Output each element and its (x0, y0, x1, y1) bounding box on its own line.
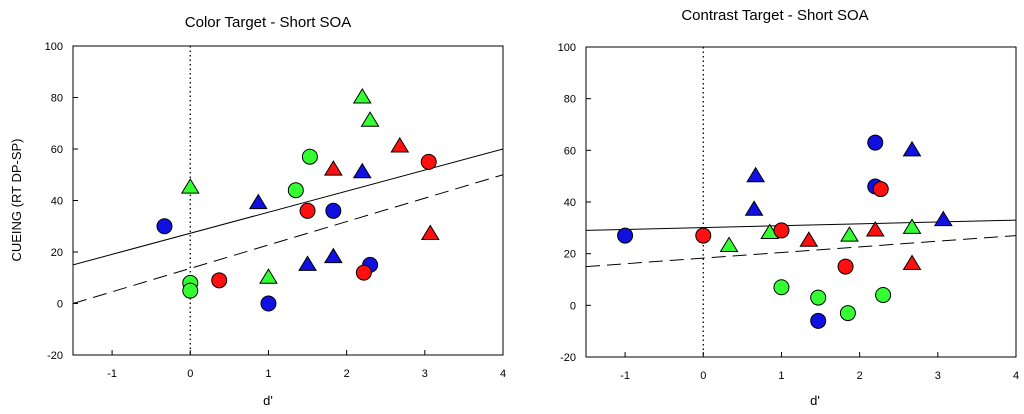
data-point-triangle-red (390, 136, 410, 153)
x-tick-label: 1 (778, 370, 784, 382)
data-point-triangle-red (420, 224, 440, 240)
contrast-target-chart: Contrast Target - Short SOA d' -20020406… (558, 7, 1019, 408)
chart-title: Color Target - Short SOA (185, 14, 351, 31)
x-tick-label: 3 (422, 368, 428, 380)
y-tick-label: 0 (57, 299, 63, 311)
data-point-circle-green (182, 282, 199, 299)
y-tick-label: -20 (560, 352, 576, 364)
x-tick-label: 0 (700, 370, 706, 382)
x-tick-label: -1 (107, 368, 117, 380)
x-axis-label: d' (810, 393, 820, 408)
data-point-triangle-red (902, 254, 922, 271)
data-point-triangle-blue (298, 255, 317, 271)
data-point-triangle-green (352, 88, 372, 104)
data-point-circle-blue (156, 218, 173, 235)
data-point-circle-green (839, 305, 856, 322)
data-point-circle-blue (867, 134, 884, 151)
data-point-circle-green (301, 148, 318, 165)
dashed-fit-line (73, 174, 503, 304)
data-point-circle-blue (810, 312, 827, 329)
data-point-triangle-red (323, 160, 343, 176)
y-tick-label: 40 (51, 196, 63, 208)
data-point-circle-red (872, 181, 889, 198)
data-point-triangle-green (360, 111, 380, 127)
chart-title: Contrast Target - Short SOA (681, 7, 868, 24)
x-tick-label: 4 (1013, 370, 1019, 382)
color-target-chart: Color Target - Short SOA CUEING (RT DP-S… (9, 14, 506, 408)
data-point-circle-red (695, 227, 712, 244)
y-tick-label: 100 (45, 41, 63, 53)
x-axis-label: d' (263, 393, 273, 408)
data-point-triangle-red (865, 220, 885, 237)
data-point-circle-red (773, 222, 790, 239)
data-point-circle-blue (260, 295, 277, 312)
data-point-circle-red (837, 258, 854, 275)
x-tick-label: 1 (265, 368, 271, 380)
data-point-circle-red (420, 153, 437, 170)
x-tick-label: 0 (187, 368, 193, 380)
data-point-circle-blue (325, 202, 342, 219)
data-point-triangle-blue (933, 210, 953, 227)
data-point-circle-red (211, 272, 228, 289)
data-point-circle-red (299, 202, 316, 219)
data-point-triangle-green (840, 226, 859, 242)
x-tick-label: -1 (620, 370, 630, 382)
y-tick-label: 60 (51, 144, 63, 156)
data-point-triangle-blue (248, 193, 268, 210)
data-point-circle-green (773, 279, 790, 296)
data-point-circle-green (287, 182, 304, 199)
y-tick-label: 80 (51, 93, 63, 105)
data-point-triangle-green (259, 268, 278, 284)
data-point-triangle-green (902, 218, 922, 234)
x-tick-label: 2 (344, 368, 350, 380)
y-axis-label: CUEING (RT DP-SP) (9, 138, 24, 261)
y-tick-label: 60 (564, 145, 576, 157)
y-tick-label: -20 (47, 350, 63, 362)
data-point-triangle-blue (902, 140, 922, 157)
x-tick-label: 4 (500, 368, 506, 380)
data-point-circle-blue (617, 227, 634, 244)
data-point-triangle-blue (744, 200, 764, 216)
y-tick-label: 0 (570, 300, 576, 312)
x-tick-label: 3 (935, 370, 941, 382)
y-tick-label: 20 (51, 247, 63, 259)
data-point-triangle-red (799, 231, 819, 247)
dashed-fit-line (586, 235, 1016, 268)
y-tick-label: 40 (564, 197, 576, 209)
data-point-circle-red (355, 264, 372, 281)
data-point-circle-green (810, 289, 827, 306)
x-tick-label: 2 (857, 370, 863, 382)
data-point-circle-green (875, 287, 892, 303)
y-tick-label: 80 (564, 94, 576, 106)
data-point-triangle-green (719, 236, 739, 252)
y-tick-label: 100 (558, 42, 576, 54)
data-point-triangle-blue (323, 247, 343, 264)
data-point-triangle-green (180, 178, 200, 194)
data-point-triangle-blue (746, 166, 766, 183)
y-tick-label: 20 (564, 249, 576, 261)
data-point-triangle-blue (352, 162, 372, 179)
